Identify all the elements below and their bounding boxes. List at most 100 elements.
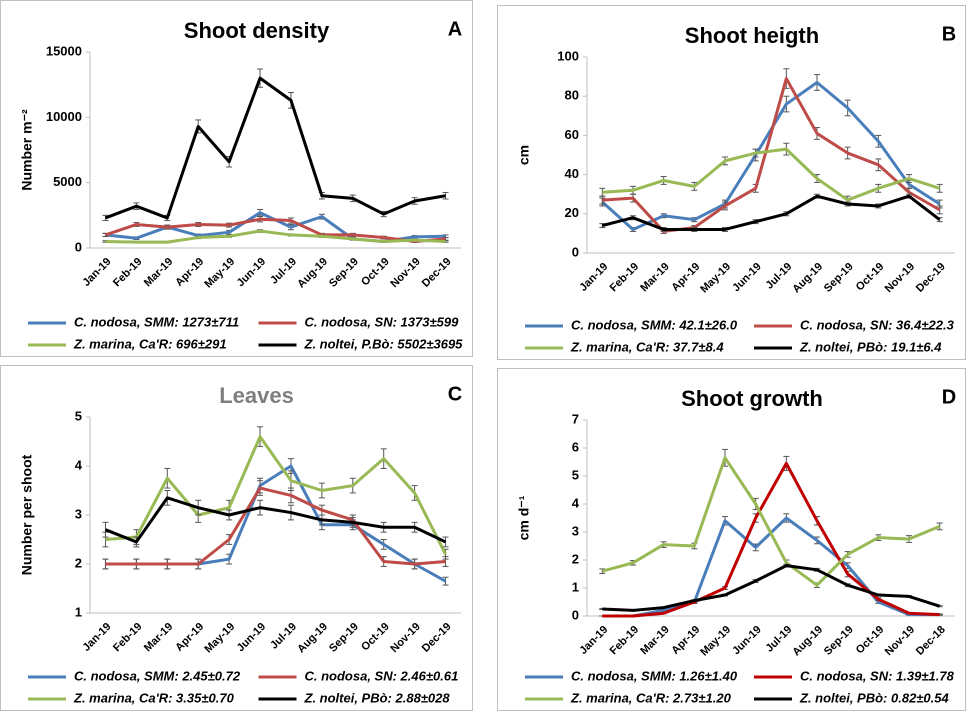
y-tick-label: 80: [565, 88, 579, 103]
y-tick-label: 5000: [53, 174, 82, 189]
x-tick-label: Apr-19: [669, 624, 702, 657]
y-tick-label: 0: [572, 607, 579, 622]
x-tick-label: Aug-19: [295, 256, 330, 291]
series-line: [104, 496, 447, 544]
y-tick-label: 4: [572, 495, 580, 510]
x-tick-label: Mar-19: [638, 261, 672, 295]
legend-label: Z. noltei, PBò: 19.1±6.4: [799, 339, 942, 354]
series-line: [601, 80, 941, 231]
y-axis-label: Number m⁻²: [19, 109, 35, 191]
y-tick-label: 60: [565, 127, 579, 142]
x-tick-label: Sep-19: [822, 261, 856, 295]
x-tick-label: Dec-19: [420, 621, 454, 655]
chart-title: Leaves: [219, 383, 294, 408]
x-tick-label: Sep-19: [822, 624, 856, 658]
series-line: [105, 486, 446, 566]
x-tick-label: Jan-19: [577, 624, 610, 657]
x-tick-label: Sep-19: [327, 256, 361, 290]
x-tick-label: Jan-19: [577, 261, 610, 294]
legend-label: C. nodosa, SMM: 1273±711: [74, 314, 239, 329]
legend-label: C. nodosa, SN: 1373±599: [305, 314, 460, 329]
panel-label: B: [942, 23, 956, 45]
panel-frame: [0, 365, 473, 711]
panel-label: C: [448, 383, 462, 405]
legend-label: C. nodosa, SMM: 2.45±0.72: [74, 668, 241, 683]
x-tick-label: Feb-19: [608, 261, 642, 295]
y-tick-label: 4: [75, 457, 83, 472]
series-line: [602, 77, 941, 233]
y-tick-label: 10000: [46, 109, 82, 124]
legend-label: Z. noltei, PBò: 0.82±0.54: [799, 690, 950, 705]
series-line: [104, 217, 446, 243]
panel-label: A: [448, 18, 462, 40]
series-line: [602, 147, 941, 202]
series-line: [602, 461, 940, 618]
legend-label: C. nodosa, SN: 2.46±0.61: [305, 668, 459, 683]
x-tick-label: Apr-19: [173, 256, 206, 289]
panel-frame: [497, 368, 966, 711]
chart-title: Shoot growth: [681, 386, 823, 411]
x-tick-label: May-19: [202, 621, 237, 656]
x-tick-label: Feb-19: [608, 624, 642, 658]
x-tick-label: Oct-19: [359, 256, 392, 289]
x-tick-label: Nov-19: [388, 621, 422, 655]
x-tick-label: Aug-19: [790, 261, 825, 296]
legend-label: Z. noltei, PBò: 2.88±028: [304, 690, 451, 705]
x-tick-label: Jan-19: [81, 256, 114, 289]
y-tick-label: 40: [565, 166, 579, 181]
y-tick-label: 0: [572, 244, 579, 259]
legend-label: Z. marina, Ca'R: 2.73±1.20: [570, 690, 732, 705]
x-tick-label: Nov-19: [388, 256, 422, 290]
y-tick-label: 5: [75, 408, 82, 423]
x-tick-label: Oct-19: [854, 624, 887, 657]
panel-label: D: [942, 386, 956, 408]
legend-label: Z. marina, Ca'R: 3.35±0.70: [73, 690, 235, 705]
y-tick-label: 2: [75, 555, 82, 570]
legend-label: Z. marina, Ca'R: 696±291: [73, 336, 227, 351]
series-line: [601, 456, 941, 587]
y-axis-label: cm: [516, 145, 532, 165]
y-tick-label: 100: [557, 48, 579, 63]
x-tick-label: Mar-19: [638, 624, 672, 658]
x-tick-label: Feb-19: [111, 621, 145, 655]
legend-label: Z. marina, Ca'R: 37.7±8.4: [570, 339, 724, 354]
y-axis-label: Number per shoot: [19, 454, 35, 575]
y-tick-label: 5: [572, 467, 579, 482]
x-tick-label: May-19: [698, 261, 733, 296]
x-tick-label: Apr-19: [173, 621, 206, 654]
x-tick-label: Dec-19: [420, 256, 454, 290]
x-tick-label: Oct-19: [854, 261, 887, 294]
x-tick-label: Sep-19: [327, 621, 361, 655]
series-line: [601, 194, 941, 231]
legend-label: C. nodosa, SN: 36.4±22.3: [800, 317, 955, 332]
series-line: [104, 76, 446, 220]
chart-title: Shoot heigth: [685, 23, 819, 48]
x-tick-label: May-19: [202, 256, 237, 291]
x-tick-label: Jun-19: [730, 624, 764, 658]
x-tick-label: Jun-19: [235, 256, 269, 290]
y-tick-label: 20: [565, 205, 579, 220]
x-tick-label: Apr-19: [669, 261, 702, 294]
y-tick-label: 3: [75, 506, 82, 521]
y-tick-label: 1: [572, 579, 579, 594]
x-tick-label: Nov-19: [883, 261, 917, 295]
x-tick-label: Nov-19: [883, 624, 917, 658]
x-tick-label: Mar-19: [142, 621, 176, 655]
y-tick-label: 7: [572, 411, 579, 426]
chart-title: Shoot density: [184, 18, 330, 43]
y-tick-label: 1: [75, 604, 82, 619]
x-tick-label: Dec-18: [914, 624, 948, 658]
y-tick-label: 3: [572, 523, 579, 538]
panel-frame: [0, 0, 473, 357]
panel-frame: [497, 5, 966, 360]
x-tick-label: Mar-19: [142, 256, 176, 290]
legend-label: C. nodosa, SN: 1.39±1.78: [800, 668, 955, 683]
series-line: [602, 564, 941, 612]
y-tick-label: 2: [572, 551, 579, 566]
x-tick-label: May-19: [698, 624, 733, 659]
x-tick-label: Aug-19: [295, 621, 330, 656]
legend-label: C. nodosa, SMM: 1.26±1.40: [571, 668, 738, 683]
x-tick-label: Jun-19: [730, 261, 764, 295]
